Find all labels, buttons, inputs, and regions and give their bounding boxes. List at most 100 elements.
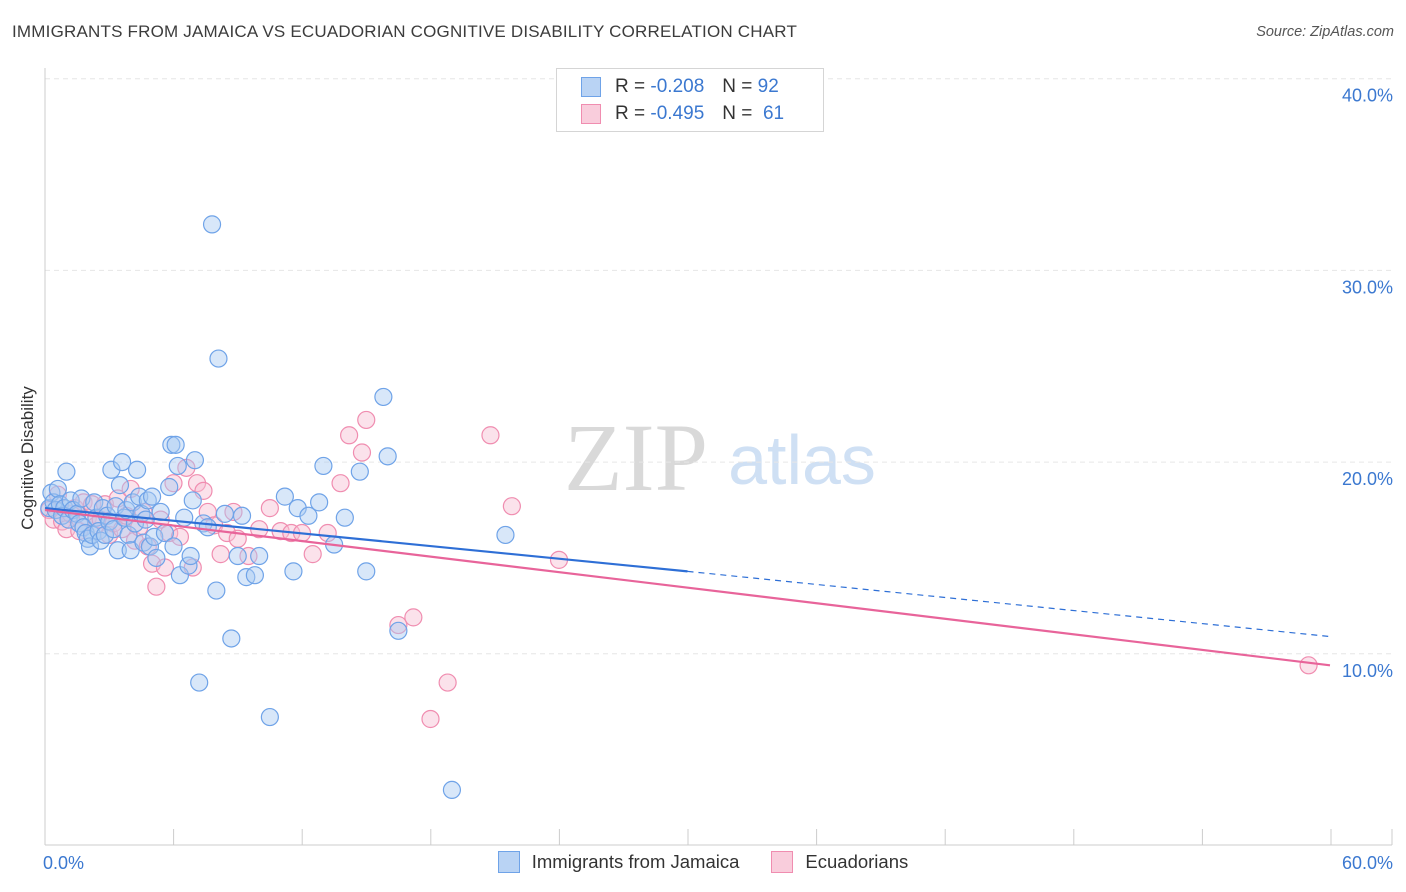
data-point (160, 477, 179, 497)
trend-line-ecuadorians (44, 508, 1331, 667)
data-point (108, 541, 127, 560)
data-point (202, 215, 222, 234)
data-point (142, 487, 162, 506)
correlation-legend: R = -0.208 N = 92 R = -0.495 N = 61 (556, 68, 824, 132)
data-point (170, 527, 190, 546)
series-name-jamaica: Immigrants from Jamaica (531, 851, 740, 872)
y-tick-label: 40.0% (1342, 86, 1393, 106)
data-point (310, 493, 329, 512)
source-label: Source: ZipAtlas.com (1256, 24, 1394, 40)
watermark: ZIP atlas (564, 404, 876, 511)
y-tick-label: 10.0% (1342, 661, 1393, 681)
chart-title: IMMIGRANTS FROM JAMAICA VS ECUADORIAN CO… (12, 22, 798, 41)
data-point (239, 546, 258, 566)
series-legend-jamaica: Immigrants from Jamaica (497, 851, 740, 873)
data-point (335, 508, 354, 527)
data-point (496, 525, 515, 545)
jamaica-points (40, 215, 515, 800)
data-point (147, 577, 166, 596)
y-tick-label: 20.0% (1342, 469, 1393, 489)
data-point (378, 447, 397, 466)
data-point (340, 426, 359, 445)
data-point (209, 349, 228, 368)
legend-n-value: 92 (757, 76, 779, 97)
data-point (389, 621, 408, 640)
data-point (48, 479, 67, 499)
data-point (127, 460, 147, 479)
trend-line-jamaica (44, 507, 688, 573)
data-point (481, 426, 500, 445)
data-point (175, 508, 194, 527)
data-point (284, 562, 303, 581)
data-point (250, 546, 269, 566)
data-point (80, 537, 100, 556)
tick-labels: 10.0% 20.0% 30.0% 40.0% 0.0% 60.0% (43, 86, 1393, 873)
data-point (215, 504, 234, 523)
data-point (112, 453, 132, 472)
data-point (438, 673, 457, 692)
data-point (162, 435, 181, 454)
legend-r-value: -0.208 (650, 76, 705, 97)
data-point (228, 546, 247, 566)
legend-r-label: R = (615, 76, 646, 97)
data-point (207, 581, 226, 600)
data-point (260, 707, 279, 727)
data-point (299, 506, 318, 525)
data-point (181, 546, 200, 566)
series-legend-ecuadorians: Ecuadorians (771, 851, 908, 873)
legend-row-jamaica: R = -0.208 N = 92 (581, 75, 779, 99)
legend-n-value: 61 (762, 103, 785, 124)
data-point (260, 499, 279, 518)
data-point (140, 537, 160, 556)
series-swatch-ecuadorians (771, 851, 794, 873)
axes (44, 68, 1393, 846)
data-point (110, 476, 130, 495)
data-point (389, 615, 408, 635)
data-point (275, 487, 294, 506)
series-swatch-jamaica (497, 851, 520, 873)
watermark-atlas: atlas (728, 421, 876, 499)
data-point (190, 673, 209, 692)
legend-swatch-ecuadorians (581, 104, 601, 124)
series-legend: Immigrants from Jamaica Ecuadorians (0, 851, 1406, 873)
data-point (357, 562, 376, 581)
series-name-ecuadorians: Ecuadorians (805, 851, 909, 872)
gridlines (45, 78, 1392, 655)
legend-r-value: -0.495 (650, 103, 705, 124)
data-point (57, 462, 76, 481)
data-point (502, 497, 521, 516)
data-point (166, 435, 185, 454)
data-point (198, 518, 217, 537)
data-point (314, 456, 333, 476)
legend-r-label: R = (615, 103, 646, 124)
data-point (350, 462, 369, 481)
data-point (404, 608, 423, 627)
data-point (232, 506, 252, 525)
data-point (147, 548, 166, 568)
x-tick-label: 60.0% (1342, 853, 1393, 873)
legend-n-label: N = (722, 103, 753, 124)
data-point (442, 780, 462, 800)
trend-line-jamaica-extension (687, 570, 1331, 638)
data-point (352, 443, 372, 462)
data-point (421, 709, 440, 729)
data-point (1299, 656, 1318, 675)
data-point (185, 451, 205, 470)
data-point (374, 387, 393, 407)
data-point (357, 410, 376, 430)
legend-n-label: N = (722, 76, 753, 97)
data-point (331, 474, 350, 493)
data-point (183, 491, 202, 510)
watermark-zip: ZIP (564, 404, 708, 511)
data-point (211, 545, 230, 564)
x-tick-label: 0.0% (43, 853, 84, 873)
data-point (119, 525, 138, 545)
legend-row-ecuadorians: R = -0.495 N = 61 (581, 102, 784, 126)
y-tick-label: 30.0% (1342, 277, 1393, 297)
data-point (168, 456, 187, 476)
data-point (125, 514, 145, 533)
data-point (245, 566, 264, 585)
data-point (222, 629, 241, 648)
data-point (145, 527, 164, 546)
